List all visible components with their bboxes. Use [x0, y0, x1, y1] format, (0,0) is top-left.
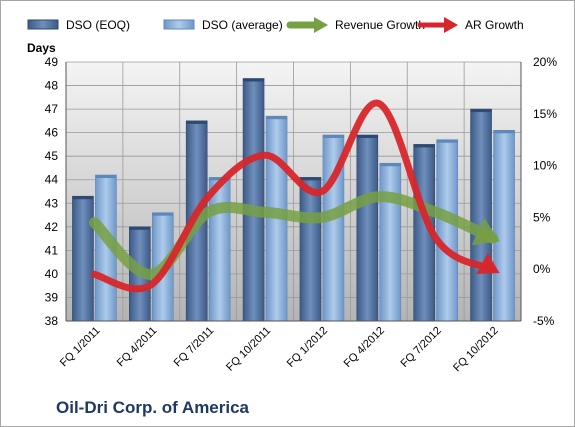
legend-arrow [444, 17, 458, 33]
bar-cap [322, 134, 344, 138]
bar [379, 162, 402, 322]
bar-cap [436, 139, 458, 143]
bar [356, 134, 379, 322]
x-tick-label: FQ 10/2011 [224, 325, 273, 374]
y-tick-label: 42 [45, 220, 59, 234]
y-tick-label: 47 [45, 102, 59, 116]
bar-cap [266, 116, 288, 120]
y-tick-label: 38 [45, 314, 59, 328]
bar [242, 78, 265, 322]
bar-cap [356, 134, 378, 138]
y2-tick-label: 0% [533, 262, 551, 276]
series-arrowhead [471, 217, 500, 246]
y2-tick-label: 5% [533, 210, 551, 224]
chart-title: Oil-Dri Corp. of America [56, 398, 250, 417]
bar-cap [299, 177, 321, 181]
lines [88, 99, 500, 293]
y-tick-label: 46 [45, 126, 59, 140]
legend-label: DSO (EOQ) [66, 18, 130, 32]
y-tick-label: 45 [45, 149, 59, 163]
y2-tick-label: 15% [533, 107, 557, 121]
y-axis-title: Days [27, 41, 56, 55]
bar-cap [493, 130, 515, 134]
y2-tick-label: 20% [533, 55, 557, 69]
bar-cap [470, 109, 492, 113]
y-tick-label: 49 [45, 55, 59, 69]
y2-tick-label: -5% [533, 314, 555, 328]
bar [470, 108, 492, 322]
bar [208, 177, 231, 322]
x-tick-label: FQ 7/2012 [399, 325, 444, 370]
bar-cap [95, 175, 117, 179]
x-tick-label: FQ 1/2012 [285, 325, 330, 370]
bar [299, 177, 322, 322]
y-tick-label: 43 [45, 196, 59, 210]
bar-cap [129, 226, 151, 230]
legend-swatch [163, 19, 195, 30]
series-line [90, 99, 497, 293]
x-tick-label: FQ 1/2011 [58, 325, 103, 370]
legend-swatch [27, 19, 59, 30]
bar-cap [186, 120, 208, 124]
y-tick-label: 40 [45, 267, 59, 281]
bar-cap [72, 196, 94, 200]
y2-tick-label: 10% [533, 159, 557, 173]
legend: DSO (EOQ) DSO (average) Revenue Growth AR G… [27, 17, 524, 33]
bar [493, 129, 515, 322]
x-tick-label: FQ 10/2012 [451, 325, 501, 375]
legend-label: DSO (average) [202, 18, 283, 32]
bar [436, 139, 458, 322]
y-tick-label: 39 [45, 290, 59, 304]
x-tick-label: FQ 7/2011 [172, 325, 217, 370]
y-tick-label: 44 [45, 173, 59, 187]
bar-cap [413, 144, 435, 148]
y-tick-label: 48 [45, 79, 59, 93]
bar-cap [152, 212, 174, 216]
series-arrowhead [476, 252, 500, 274]
legend-label: AR Growth [465, 18, 524, 32]
bar-cap [243, 78, 265, 82]
bar [72, 195, 94, 322]
bar-cap [379, 163, 401, 167]
x-tick-label: FQ 4/2011 [115, 325, 160, 370]
series-line [88, 191, 499, 280]
legend-label: Revenue Growth [335, 18, 425, 32]
y-tick-label: 41 [45, 243, 59, 257]
bar-cap [209, 177, 231, 181]
x-tick-label: FQ 4/2012 [342, 325, 387, 370]
legend-arrow [314, 17, 328, 33]
